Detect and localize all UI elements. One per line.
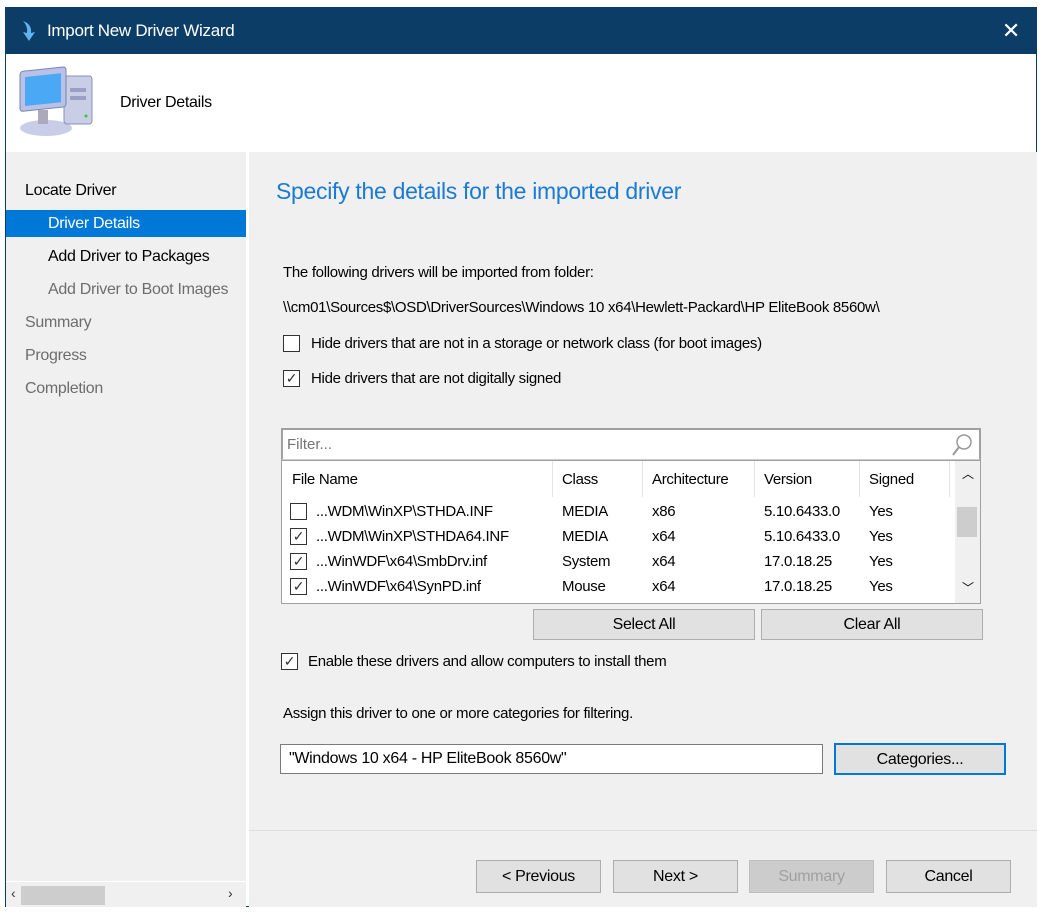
enable-drivers-label: Enable these drivers and allow computers… (308, 653, 667, 670)
step-completion: Completion (25, 380, 103, 397)
column-header-version[interactable]: Version (764, 471, 812, 488)
class: MEDIA (562, 503, 609, 520)
scroll-down-icon[interactable]: ﹀ (962, 581, 974, 595)
step-add-driver-to-packages: Add Driver to Packages (48, 248, 210, 265)
categories-field[interactable]: "Windows 10 x64 - HP EliteBook 8560w" (280, 744, 823, 774)
column-header-signed[interactable]: Signed (869, 471, 914, 488)
hide-unsigned-checkbox[interactable]: ✓ (283, 370, 300, 387)
scrollbar-thumb[interactable] (957, 507, 977, 537)
enable-drivers-checkbox[interactable]: ✓ (281, 653, 298, 670)
filter-box (281, 428, 981, 460)
scroll-left-icon[interactable]: ‹ (11, 885, 16, 901)
next-button[interactable]: Next > (613, 860, 738, 893)
wizard-steps-sidebar: Locate Driver Driver Details Add Driver … (6, 152, 246, 907)
hide-storage-label: Hide drivers that are not in a storage o… (311, 335, 762, 352)
row-checkbox[interactable]: ✓ (290, 578, 307, 595)
table-row[interactable]: ...WDM\WinXP\STHDA.INF MEDIA x86 5.10.64… (282, 499, 954, 524)
list-vertical-scrollbar[interactable]: ︿ ﹀ (955, 461, 980, 603)
wizard-content: Specify the details for the imported dri… (249, 152, 1037, 907)
step-add-driver-to-boot-images: Add Driver to Boot Images (48, 281, 229, 298)
version: 5.10.6433.0 (764, 528, 840, 545)
version: 5.10.6433.0 (764, 503, 840, 520)
row-checkbox[interactable]: ✓ (290, 528, 307, 545)
file-name: ...WDM\WinXP\STHDA64.INF (316, 528, 509, 545)
signed: Yes (869, 528, 893, 545)
list-header: File Name Class Architecture Version Sig… (282, 461, 954, 497)
select-all-button[interactable]: Select All (533, 609, 755, 640)
file-name: ...WinWDF\x64\SmbDrv.inf (316, 553, 487, 570)
file-name: ...WinWDF\x64\SynPD.inf (316, 578, 481, 595)
previous-button[interactable]: < Previous (476, 860, 601, 893)
sidebar-horizontal-scrollbar[interactable]: ‹ › (6, 881, 246, 907)
wizard-header: Driver Details (6, 54, 1036, 151)
table-row[interactable]: ✓ ...WDM\WinXP\STHDA64.INF MEDIA x64 5.1… (282, 524, 954, 549)
class: System (562, 553, 611, 570)
clear-all-button[interactable]: Clear All (761, 609, 983, 640)
summary-button: Summary (749, 860, 874, 893)
version: 17.0.18.25 (764, 578, 832, 595)
wizard-window: Import New Driver Wizard ✕ Driver Detail… (5, 7, 1037, 907)
cancel-button[interactable]: Cancel (886, 860, 1011, 893)
folder-label: The following drivers will be imported f… (283, 264, 594, 281)
driver-arrow-icon (23, 21, 35, 41)
header-title: Driver Details (120, 94, 212, 111)
row-checkbox[interactable] (290, 503, 307, 520)
architecture: x64 (652, 578, 676, 595)
hide-unsigned-label: Hide drivers that are not digitally sign… (311, 370, 562, 387)
filter-input[interactable] (287, 436, 927, 453)
column-header-architecture[interactable]: Architecture (652, 471, 729, 488)
page-heading: Specify the details for the imported dri… (276, 178, 682, 204)
scroll-up-icon[interactable]: ︿ (962, 467, 974, 481)
scrollbar-thumb[interactable] (21, 886, 105, 905)
table-row[interactable]: ✓ ...WinWDF\x64\SynPD.inf Mouse x64 17.0… (282, 574, 954, 599)
signed: Yes (869, 503, 893, 520)
window-title: Import New Driver Wizard (47, 21, 235, 40)
title-bar: Import New Driver Wizard ✕ (6, 8, 1036, 54)
assign-categories-label: Assign this driver to one or more catego… (283, 705, 633, 722)
computer-icon (19, 66, 93, 136)
version: 17.0.18.25 (764, 553, 832, 570)
table-row[interactable]: ✓ ...WinWDF\x64\SmbDrv.inf System x64 17… (282, 549, 954, 574)
row-checkbox[interactable]: ✓ (290, 553, 307, 570)
hide-storage-checkbox[interactable] (283, 335, 300, 352)
architecture: x64 (652, 528, 676, 545)
step-driver-details: Driver Details (6, 210, 246, 237)
scroll-right-icon[interactable]: › (228, 885, 233, 901)
close-icon[interactable]: ✕ (1001, 18, 1021, 43)
file-name: ...WDM\WinXP\STHDA.INF (316, 503, 493, 520)
categories-button[interactable]: Categories... (834, 743, 1006, 775)
architecture: x64 (652, 553, 676, 570)
column-header-file-name[interactable]: File Name (292, 471, 358, 488)
signed: Yes (869, 578, 893, 595)
step-locate-driver: Locate Driver (25, 182, 117, 199)
folder-path: \\cm01\Sources$\OSD\DriverSources\Window… (283, 299, 880, 316)
class: MEDIA (562, 528, 609, 545)
drivers-list: File Name Class Architecture Version Sig… (281, 460, 981, 604)
class: Mouse (562, 578, 606, 595)
step-progress: Progress (25, 347, 87, 364)
footer-divider (249, 830, 1037, 831)
search-icon[interactable] (951, 433, 973, 457)
architecture: x86 (652, 503, 676, 520)
step-summary: Summary (25, 314, 92, 331)
signed: Yes (869, 553, 893, 570)
column-header-class[interactable]: Class (562, 471, 599, 488)
